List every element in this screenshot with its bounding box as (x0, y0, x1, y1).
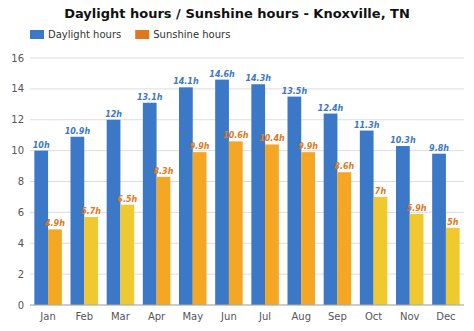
x-tick-label: Dec (436, 311, 455, 322)
y-tick-label: 12 (11, 114, 24, 125)
bar (360, 131, 374, 305)
bar (157, 177, 171, 305)
data-label: 5.7h (81, 207, 101, 216)
legend: Daylight hours Sunshine hours (30, 29, 230, 40)
x-axis-line (30, 305, 464, 306)
y-tick-label: 2 (18, 269, 24, 280)
data-label: 14.1h (173, 77, 199, 86)
data-label: 5.9h (407, 204, 427, 213)
bar (396, 146, 410, 305)
data-label: 12.4h (318, 104, 344, 113)
legend-swatch (135, 30, 149, 39)
data-label: 11.3h (354, 121, 380, 130)
bar (193, 152, 207, 305)
bar (179, 87, 193, 305)
x-tick-label: Jan (39, 311, 55, 322)
data-label: 14.6h (209, 70, 235, 79)
data-label: 10.9h (65, 127, 91, 136)
data-label: 10.3h (390, 136, 416, 145)
data-label: 4.9h (44, 219, 65, 228)
data-label: 7h (375, 187, 387, 196)
x-tick-label: Oct (365, 311, 382, 322)
bars (34, 80, 459, 305)
bar (432, 154, 446, 305)
data-label: 9.8h (429, 144, 449, 153)
data-label: 9.9h (298, 142, 318, 151)
bar (71, 137, 85, 305)
data-label: 9.9h (190, 142, 210, 151)
data-labels: 10h 10.9h 12h 13.1h 14.1h 14.6h 14.3h 13.5h 12.4… (33, 70, 459, 229)
y-tick-label: 6 (18, 207, 24, 218)
data-label: 8.6h (334, 162, 354, 171)
data-label: 10h (33, 141, 50, 150)
title: Daylight hours / Sunshine hours - Knoxvi… (64, 6, 410, 21)
data-label: 12h (105, 110, 122, 119)
x-tick-label: Feb (75, 311, 93, 322)
x-tick-label: Jul (258, 311, 271, 322)
bar (337, 172, 351, 305)
legend-swatch (30, 30, 44, 39)
y-tick-label: 4 (18, 238, 24, 249)
x-tick-label: Jun (220, 311, 237, 322)
bar (374, 197, 388, 305)
data-label: 8.3h (154, 167, 174, 176)
x-tick-label: Aug (291, 311, 311, 322)
bar (107, 120, 121, 305)
x-tick-label: Mar (111, 311, 131, 322)
grid-line (30, 305, 464, 306)
bar (301, 152, 315, 305)
bar (120, 205, 134, 305)
bar (288, 97, 302, 305)
y-tick-label: 10 (11, 145, 24, 156)
bar (48, 229, 62, 305)
chart: 024681012141610h10.9h12h13.1h14.1h14.6h1… (0, 0, 474, 331)
bar (410, 214, 424, 305)
grid-line (30, 58, 464, 59)
data-label: 10.6h (223, 131, 249, 140)
data-label: 13.1h (137, 93, 163, 102)
data-label: 14.3h (245, 74, 271, 83)
grid-line (30, 88, 464, 89)
bar (143, 103, 157, 305)
bar (265, 144, 279, 305)
data-label: 10.4h (259, 134, 285, 143)
data-label: 5h (447, 218, 459, 227)
data-label: 6.5h (117, 195, 137, 204)
data-label: 13.5h (282, 87, 308, 96)
legend-label: Daylight hours (48, 29, 121, 40)
legend-label: Sunshine hours (153, 29, 230, 40)
bar (84, 217, 98, 305)
grid-line (30, 119, 464, 120)
bar (446, 228, 460, 305)
y-tick-label: 8 (18, 176, 24, 187)
x-tick-label: Apr (148, 311, 166, 322)
y-tick-label: 14 (11, 83, 24, 94)
bar (324, 114, 338, 305)
grid (30, 58, 464, 305)
bar (251, 84, 265, 305)
bar (229, 141, 243, 305)
x-tick-label: May (182, 311, 203, 322)
x-tick-label: Nov (400, 311, 420, 322)
y-tick-label: 0 (18, 300, 24, 311)
x-tick-label: Sep (328, 311, 347, 322)
y-tick-label: 16 (11, 53, 24, 64)
bar (215, 80, 229, 305)
